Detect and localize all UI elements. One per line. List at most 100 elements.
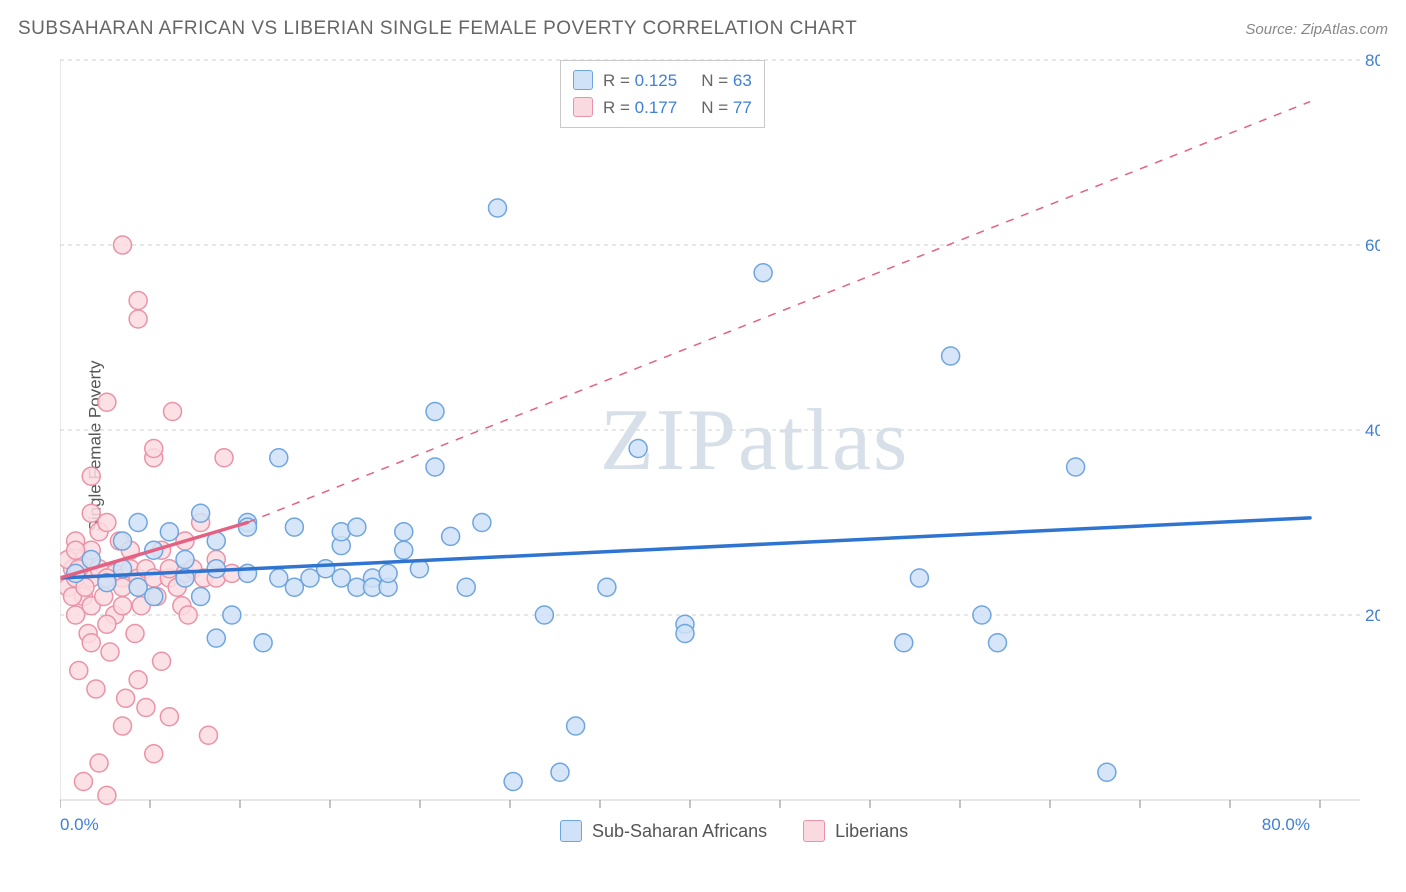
data-point-subsaharan bbox=[332, 569, 350, 587]
data-point-liberian bbox=[145, 440, 163, 458]
data-point-subsaharan bbox=[129, 514, 147, 532]
data-point-liberian bbox=[117, 689, 135, 707]
data-point-subsaharan bbox=[535, 606, 553, 624]
data-point-subsaharan bbox=[754, 264, 772, 282]
data-point-subsaharan bbox=[504, 773, 522, 791]
data-point-liberian bbox=[82, 504, 100, 522]
n-value: 77 bbox=[733, 98, 752, 117]
data-point-subsaharan bbox=[192, 588, 210, 606]
n-label: N = bbox=[701, 71, 733, 90]
r-value: 0.177 bbox=[635, 98, 678, 117]
data-point-subsaharan bbox=[895, 634, 913, 652]
source-name: ZipAtlas.com bbox=[1301, 21, 1388, 38]
data-point-subsaharan bbox=[973, 606, 991, 624]
data-point-subsaharan bbox=[395, 523, 413, 541]
data-point-subsaharan bbox=[317, 560, 335, 578]
data-point-subsaharan bbox=[176, 551, 194, 569]
data-point-liberian bbox=[160, 708, 178, 726]
corr-row: R = 0.125N = 63 bbox=[573, 67, 752, 94]
data-point-subsaharan bbox=[348, 518, 366, 536]
data-point-subsaharan bbox=[942, 347, 960, 365]
data-point-liberian bbox=[98, 786, 116, 804]
n-label: N = bbox=[701, 98, 733, 117]
data-point-subsaharan bbox=[442, 527, 460, 545]
data-point-liberian bbox=[114, 597, 132, 615]
source-label: Source: ZipAtlas.com bbox=[1245, 21, 1388, 38]
data-point-liberian bbox=[153, 652, 171, 670]
data-point-liberian bbox=[67, 541, 85, 559]
data-point-subsaharan bbox=[160, 523, 178, 541]
corr-row: R = 0.177 N = 77 bbox=[573, 94, 752, 121]
y-tick-label: 20.0% bbox=[1365, 606, 1380, 625]
data-point-subsaharan bbox=[676, 625, 694, 643]
data-point-liberian bbox=[114, 236, 132, 254]
data-point-subsaharan bbox=[551, 763, 569, 781]
y-tick-label: 80.0% bbox=[1365, 51, 1380, 70]
legend-swatch-icon bbox=[803, 820, 825, 842]
data-point-liberian bbox=[129, 671, 147, 689]
data-point-subsaharan bbox=[426, 403, 444, 421]
data-point-liberian bbox=[87, 680, 105, 698]
legend-swatch-icon bbox=[573, 97, 593, 117]
data-point-subsaharan bbox=[598, 578, 616, 596]
x-tick-label: 80.0% bbox=[1262, 815, 1310, 834]
trend-line-dashed-liberian bbox=[248, 102, 1311, 523]
data-point-subsaharan bbox=[489, 199, 507, 217]
data-point-subsaharan bbox=[270, 449, 288, 467]
data-point-subsaharan bbox=[285, 578, 303, 596]
data-point-liberian bbox=[98, 393, 116, 411]
data-point-liberian bbox=[145, 745, 163, 763]
legend-item: Sub-Saharan Africans bbox=[560, 820, 767, 842]
data-point-subsaharan bbox=[910, 569, 928, 587]
data-point-subsaharan bbox=[270, 569, 288, 587]
data-point-liberian bbox=[98, 615, 116, 633]
data-point-subsaharan bbox=[114, 532, 132, 550]
data-point-subsaharan bbox=[223, 606, 241, 624]
r-label: R = bbox=[603, 98, 635, 117]
data-point-liberian bbox=[82, 634, 100, 652]
x-tick-label: 0.0% bbox=[60, 815, 99, 834]
data-point-liberian bbox=[164, 403, 182, 421]
data-point-liberian bbox=[215, 449, 233, 467]
data-point-subsaharan bbox=[145, 588, 163, 606]
data-point-liberian bbox=[82, 467, 100, 485]
legend-label: Liberians bbox=[835, 821, 908, 841]
header: SUBSAHARAN AFRICAN VS LIBERIAN SINGLE FE… bbox=[18, 18, 1388, 40]
data-point-subsaharan bbox=[457, 578, 475, 596]
data-point-liberian bbox=[67, 606, 85, 624]
y-tick-label: 40.0% bbox=[1365, 421, 1380, 440]
data-point-subsaharan bbox=[207, 629, 225, 647]
scatter-plot: 20.0% 40.0% 60.0% 80.0% 0.0% 80.0% bbox=[60, 50, 1380, 840]
plot-container: 20.0%40.0%60.0%80.0%0.0%80.0% ZIPatlas R… bbox=[60, 50, 1380, 840]
data-point-liberian bbox=[129, 292, 147, 310]
legend-swatch-icon bbox=[573, 70, 593, 90]
data-point-subsaharan bbox=[1098, 763, 1116, 781]
data-point-liberian bbox=[129, 310, 147, 328]
data-point-liberian bbox=[98, 514, 116, 532]
data-point-liberian bbox=[179, 606, 197, 624]
data-point-subsaharan bbox=[301, 569, 319, 587]
data-point-subsaharan bbox=[1067, 458, 1085, 476]
chart-title: SUBSAHARAN AFRICAN VS LIBERIAN SINGLE FE… bbox=[18, 18, 857, 40]
legend-swatch-icon bbox=[560, 820, 582, 842]
data-point-liberian bbox=[137, 699, 155, 717]
data-point-subsaharan bbox=[285, 518, 303, 536]
data-point-liberian bbox=[90, 754, 108, 772]
data-point-subsaharan bbox=[192, 504, 210, 522]
data-point-liberian bbox=[70, 662, 88, 680]
y-tick-label: 60.0% bbox=[1365, 236, 1380, 255]
data-point-subsaharan bbox=[395, 541, 413, 559]
data-point-liberian bbox=[114, 717, 132, 735]
data-point-liberian bbox=[74, 773, 92, 791]
data-point-liberian bbox=[199, 726, 217, 744]
data-point-subsaharan bbox=[567, 717, 585, 735]
data-point-subsaharan bbox=[379, 564, 397, 582]
data-point-subsaharan bbox=[426, 458, 444, 476]
data-point-subsaharan bbox=[629, 440, 647, 458]
data-point-subsaharan bbox=[254, 634, 272, 652]
data-point-subsaharan bbox=[989, 634, 1007, 652]
data-point-liberian bbox=[126, 625, 144, 643]
r-value: 0.125 bbox=[635, 71, 678, 90]
legend-item: Liberians bbox=[803, 820, 908, 842]
data-point-subsaharan bbox=[129, 578, 147, 596]
